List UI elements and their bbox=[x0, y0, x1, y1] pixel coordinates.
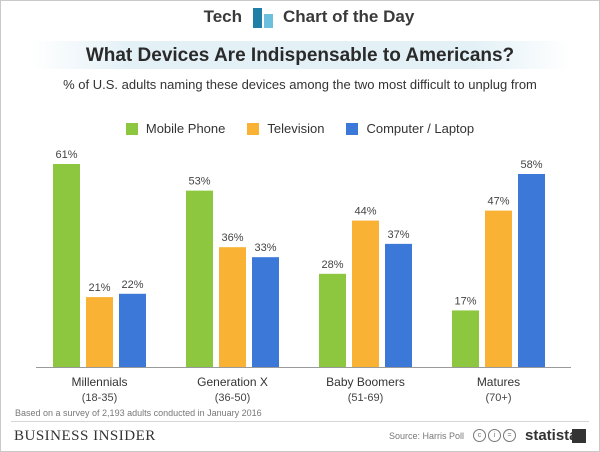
bar bbox=[352, 220, 379, 367]
legend-label: Computer / Laptop bbox=[366, 121, 475, 136]
bar-value-label: 36% bbox=[221, 232, 243, 244]
header-chart-of-the-day-label: Chart of the Day bbox=[283, 7, 415, 26]
legend-item-mobile-phone: Mobile Phone bbox=[125, 121, 226, 136]
bar-value-label: 47% bbox=[487, 196, 509, 208]
business-insider-logo: BUSINESS INSIDER bbox=[14, 428, 156, 444]
bar-value-label: 37% bbox=[387, 229, 409, 241]
bar-value-label: 17% bbox=[454, 295, 476, 307]
bar-value-label: 22% bbox=[121, 279, 143, 291]
legend-swatch bbox=[247, 122, 260, 135]
category-label: Millennials bbox=[71, 375, 127, 389]
category-label: Baby Boomers bbox=[326, 375, 405, 389]
bar-chart: 61% 21% 22% Millennials (18-35) 53% 36% 33% Gene… bbox=[36, 149, 571, 404]
statista-logo-icon bbox=[572, 429, 586, 443]
bar bbox=[186, 190, 213, 367]
bar bbox=[485, 210, 512, 367]
footer-divider bbox=[11, 421, 589, 422]
bar bbox=[452, 310, 479, 367]
bar bbox=[319, 273, 346, 367]
source-label: Source: Harris Poll bbox=[389, 431, 465, 441]
legend-item-computer-laptop: Computer / Laptop bbox=[346, 121, 474, 136]
bar bbox=[86, 297, 113, 367]
legend-label: Mobile Phone bbox=[145, 121, 226, 136]
legend-label: Television bbox=[267, 121, 325, 136]
bar-value-label: 58% bbox=[520, 159, 542, 171]
bar-chart-icon bbox=[251, 6, 275, 30]
category-label: Generation X bbox=[197, 375, 268, 389]
category-range-label: (18-35) bbox=[82, 392, 117, 404]
bar bbox=[518, 173, 545, 367]
header-tech-label: Tech bbox=[203, 7, 242, 26]
category-range-label: (70+) bbox=[486, 392, 512, 404]
chart-title: What Devices Are Indispensable to Americ… bbox=[85, 45, 515, 66]
bar-value-label: 33% bbox=[254, 242, 276, 254]
bar bbox=[219, 247, 246, 367]
bar bbox=[385, 243, 412, 367]
bar-value-label: 61% bbox=[55, 149, 77, 161]
header-bar: Tech Chart of the Day bbox=[1, 1, 599, 35]
survey-footnote: Based on a survey of 2,193 adults conduc… bbox=[15, 408, 262, 418]
license-icons: c i = bbox=[473, 429, 516, 442]
legend-swatch bbox=[346, 122, 359, 135]
chart-subtitle: % of U.S. adults naming these devices am… bbox=[63, 77, 537, 92]
nd-icon: = bbox=[503, 429, 516, 442]
title-band bbox=[31, 41, 571, 69]
bar-value-label: 53% bbox=[188, 176, 210, 188]
bar-value-label: 28% bbox=[321, 259, 343, 271]
legend-item-television: Television bbox=[247, 121, 324, 136]
legend: Mobile Phone Television Computer / Lapto… bbox=[1, 121, 599, 136]
bar bbox=[53, 164, 80, 367]
legend-swatch bbox=[125, 122, 138, 135]
bar bbox=[252, 257, 279, 367]
category-label: Matures bbox=[477, 375, 520, 389]
cc-icon: c bbox=[473, 429, 486, 442]
bar-value-label: 44% bbox=[354, 206, 376, 218]
category-range-label: (36-50) bbox=[215, 392, 250, 404]
by-icon: i bbox=[488, 429, 501, 442]
bar bbox=[119, 293, 146, 367]
category-range-label: (51-69) bbox=[348, 392, 383, 404]
bar-value-label: 21% bbox=[88, 282, 110, 294]
statista-logo: statista bbox=[525, 427, 578, 444]
